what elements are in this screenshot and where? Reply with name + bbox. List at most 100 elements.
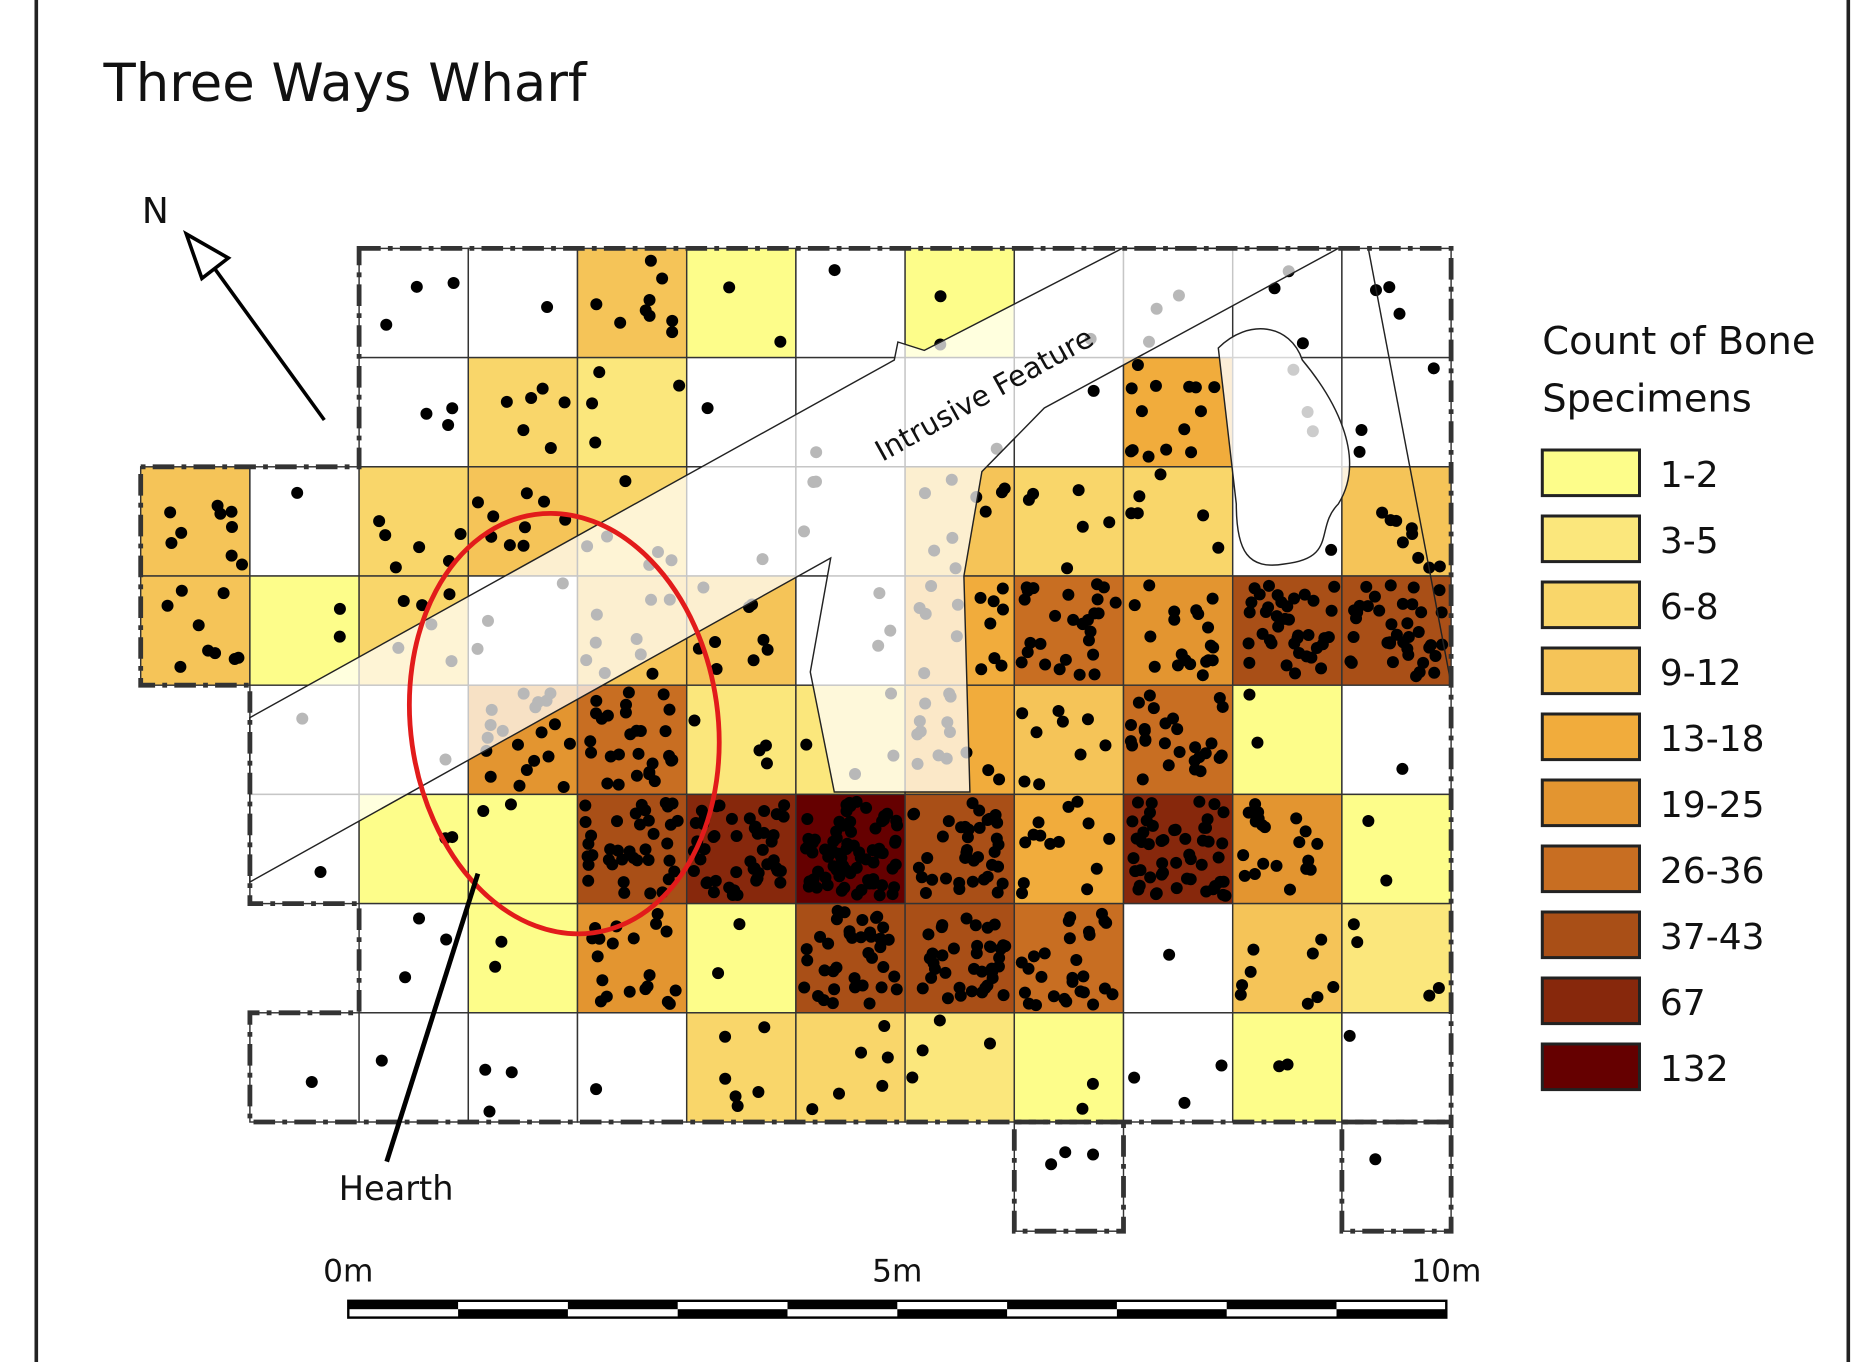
- legend-label: 9-12: [1660, 653, 1742, 694]
- bone-dot: [1376, 506, 1389, 519]
- bone-dot: [1181, 872, 1194, 885]
- bone-dot: [1244, 965, 1257, 978]
- bone-dot: [877, 921, 890, 934]
- bone-dot: [1433, 584, 1446, 597]
- bone-dot: [1279, 612, 1292, 625]
- bone-dot: [1248, 582, 1261, 595]
- bone-dot: [1178, 1096, 1191, 1109]
- bone-dot: [1193, 795, 1206, 808]
- bone-dot: [1087, 1148, 1100, 1161]
- bone-dot: [1033, 778, 1046, 791]
- bone-dot: [1328, 580, 1341, 593]
- bone-dot: [1145, 797, 1158, 810]
- bone-dot: [648, 775, 661, 788]
- bone-dot: [1061, 562, 1074, 575]
- scale-segment: [897, 1309, 1008, 1318]
- bone-dot: [1185, 446, 1198, 459]
- bone-dot: [1092, 607, 1105, 620]
- bone-dot: [1343, 1029, 1356, 1042]
- bone-dot: [1074, 985, 1087, 998]
- bone-dot: [1293, 647, 1306, 660]
- bone-dot: [1072, 484, 1085, 497]
- bone-dot: [579, 799, 592, 812]
- bone-dot: [639, 304, 652, 317]
- bone-dot: [558, 396, 571, 409]
- bone-dot: [538, 495, 551, 508]
- bone-dot: [454, 527, 467, 540]
- bone-dot: [579, 816, 592, 829]
- bone-dot: [881, 1051, 894, 1064]
- bone-dot: [828, 264, 841, 277]
- bone-dot: [962, 823, 975, 836]
- bone-dot: [1353, 445, 1366, 458]
- bone-dot: [528, 754, 541, 767]
- bone-dot: [1291, 632, 1304, 645]
- bone-dot: [646, 757, 659, 770]
- bone-dot: [1280, 659, 1293, 672]
- bone-dot: [643, 293, 656, 306]
- bone-dot: [1188, 754, 1201, 767]
- bone-dot: [817, 994, 830, 1007]
- bone-dot: [854, 851, 867, 864]
- bone-dot: [1131, 358, 1144, 371]
- bone-dot: [563, 737, 576, 750]
- bone-dot: [814, 930, 827, 943]
- bone-dot: [1215, 1059, 1228, 1072]
- bone-dot: [1015, 656, 1028, 669]
- bone-dot: [1194, 765, 1207, 778]
- bone-dot: [698, 843, 711, 856]
- bone-dot: [612, 778, 625, 791]
- bone-dot: [806, 1103, 819, 1116]
- bone-dot: [1156, 857, 1169, 870]
- bone-dot: [933, 1014, 946, 1027]
- legend-label: 6-8: [1660, 587, 1719, 628]
- bone-dot: [984, 940, 997, 953]
- bone-dot: [1355, 424, 1368, 437]
- bone-dot: [996, 877, 1009, 890]
- legend: Count of Bone Specimens 1-2 3-5 6-8 9-12 13-18…: [1540, 319, 1816, 1092]
- bone-dot: [751, 827, 764, 840]
- bone-dot: [939, 872, 952, 885]
- bone-dot: [1077, 970, 1090, 983]
- outline: [1339, 1119, 1454, 1234]
- scale-segment: [677, 1309, 788, 1318]
- bone-dot: [1305, 651, 1318, 664]
- bone-dot: [1202, 835, 1215, 848]
- grid-cell: [249, 466, 360, 577]
- bone-dot: [1149, 888, 1162, 901]
- bone-dot: [602, 853, 615, 866]
- bone-dot: [863, 997, 876, 1010]
- bone-dot: [604, 843, 617, 856]
- bone-dot: [333, 602, 346, 615]
- bone-dot: [1144, 630, 1157, 643]
- bone-dot: [601, 777, 614, 790]
- bone-dot: [759, 739, 772, 752]
- bone-dot: [822, 850, 835, 863]
- bone-dot: [1315, 662, 1328, 675]
- bone-dot: [710, 663, 723, 676]
- bone-dot: [1082, 817, 1095, 830]
- bone-dot: [927, 957, 940, 970]
- bone-dot: [993, 951, 1006, 964]
- bone-dot: [1143, 806, 1156, 819]
- bone-dot: [584, 735, 597, 748]
- bone-dot: [623, 985, 636, 998]
- bone-dot: [175, 526, 188, 539]
- bone-dot: [990, 832, 1003, 845]
- bone-dot: [1162, 759, 1175, 772]
- bone-dot: [1147, 702, 1160, 715]
- grid-cell: [358, 1012, 470, 1123]
- legend-swatch: [1540, 646, 1641, 696]
- bone-dot: [659, 725, 672, 738]
- bone-dot: [657, 688, 670, 701]
- bone-dot: [586, 849, 599, 862]
- bone-dot: [1016, 707, 1029, 720]
- bone-dot: [1167, 712, 1180, 725]
- bone-dot: [1059, 1146, 1072, 1159]
- bone-dot: [1216, 700, 1229, 713]
- bone-dot: [723, 281, 736, 294]
- bone-dot: [1368, 590, 1381, 603]
- bone-dot: [1206, 654, 1219, 667]
- bone-dot: [875, 981, 888, 994]
- bone-dot: [373, 515, 386, 528]
